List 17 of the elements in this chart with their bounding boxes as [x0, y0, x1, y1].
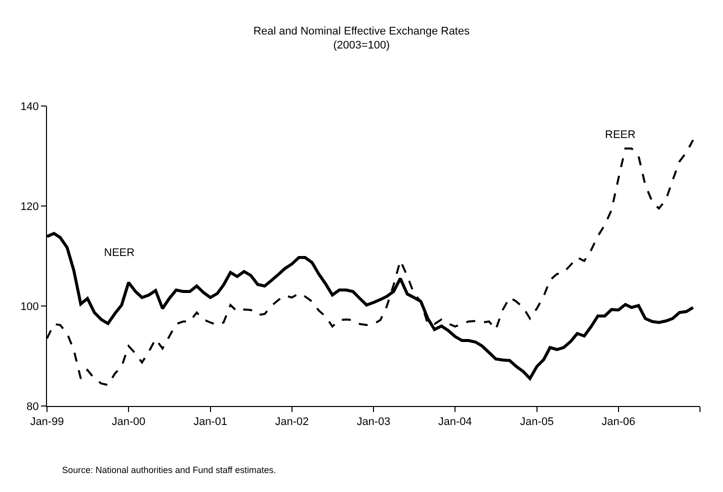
source-note: Source: National authorities and Fund staff estimates. — [62, 465, 276, 475]
x-tick-label: Jan-00 — [112, 416, 146, 428]
x-tick-label: Jan-01 — [194, 416, 228, 428]
y-tick-label: 120 — [20, 200, 39, 213]
x-tick-label: Jan-99 — [30, 416, 64, 428]
text: NEER — [104, 247, 135, 259]
y-tick-label: 100 — [20, 300, 39, 313]
series-label: REER — [605, 129, 636, 141]
x-tick-label: Jan-05 — [520, 416, 554, 428]
chart-title: Real and Nominal Effective Exchange Rates — [253, 25, 470, 38]
x-tick-label: Jan-03 — [356, 416, 390, 428]
chart-subtitle: (2003=100) — [333, 40, 390, 52]
x-tick-label: Jan-04 — [438, 416, 472, 428]
y-tick-label: 80 — [26, 400, 39, 413]
y-tick-label: 140 — [20, 100, 39, 113]
x-tick-label: Jan-02 — [275, 416, 309, 428]
x-tick-label: Jan-06 — [602, 416, 636, 428]
